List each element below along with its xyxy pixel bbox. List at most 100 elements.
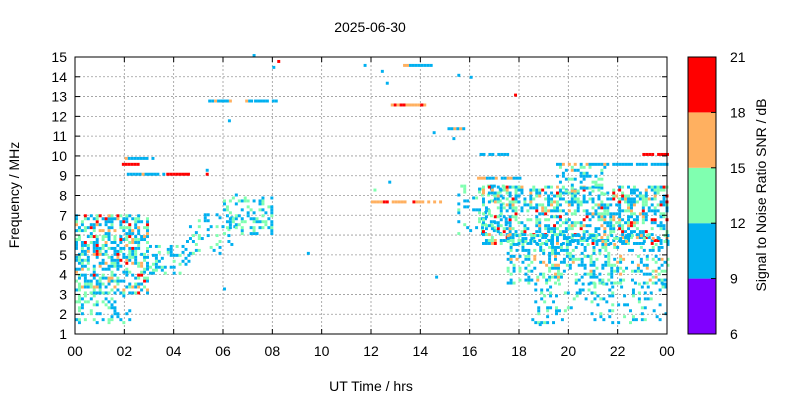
data-cell bbox=[550, 203, 554, 207]
data-cell bbox=[496, 230, 500, 234]
data-cell bbox=[570, 200, 574, 204]
data-cell bbox=[526, 209, 530, 213]
data-cell bbox=[225, 208, 229, 212]
data-cell bbox=[75, 318, 78, 322]
data-cell bbox=[565, 237, 569, 241]
data-cell bbox=[624, 209, 628, 213]
data-cell bbox=[612, 188, 616, 192]
data-cell bbox=[573, 221, 577, 225]
data-cell bbox=[119, 220, 123, 224]
data-cell bbox=[175, 172, 179, 176]
data-cell bbox=[417, 63, 421, 67]
data-cell bbox=[487, 191, 491, 195]
data-cell bbox=[134, 238, 138, 242]
data-cell bbox=[490, 241, 494, 245]
data-cell bbox=[75, 279, 78, 283]
data-cell bbox=[570, 203, 574, 207]
data-cell bbox=[617, 303, 621, 307]
data-cell bbox=[630, 269, 634, 273]
data-cell bbox=[610, 269, 614, 273]
data-cell bbox=[600, 177, 604, 181]
data-cell bbox=[483, 217, 487, 221]
data-cell bbox=[127, 156, 131, 160]
data-cell bbox=[521, 245, 525, 249]
data-cell bbox=[558, 215, 562, 219]
data-cell bbox=[261, 196, 265, 200]
data-cell bbox=[579, 162, 583, 166]
data-cell bbox=[250, 99, 254, 103]
data-cell bbox=[550, 191, 554, 195]
data-cell bbox=[606, 212, 610, 216]
data-cell bbox=[590, 312, 594, 316]
data-cell bbox=[656, 191, 660, 195]
data-cell bbox=[594, 236, 598, 240]
data-cell bbox=[116, 282, 120, 286]
data-cell bbox=[478, 220, 482, 224]
data-cell bbox=[651, 275, 655, 279]
data-cell bbox=[146, 217, 149, 221]
data-cell bbox=[137, 264, 141, 268]
data-cell bbox=[89, 282, 93, 286]
data-cell bbox=[527, 281, 531, 285]
data-cell bbox=[538, 203, 542, 207]
data-cell bbox=[603, 230, 607, 234]
data-cell bbox=[130, 156, 134, 160]
data-cell bbox=[585, 200, 589, 204]
data-cell bbox=[642, 237, 646, 241]
data-cell bbox=[80, 264, 84, 268]
data-cell bbox=[83, 249, 87, 253]
data-cell bbox=[98, 223, 102, 227]
data-cell bbox=[214, 99, 218, 103]
data-cell bbox=[157, 259, 161, 263]
data-cell bbox=[427, 200, 431, 204]
data-cell bbox=[571, 254, 575, 258]
data-cell bbox=[520, 209, 524, 213]
data-cell bbox=[154, 244, 158, 248]
data-cell bbox=[512, 269, 516, 273]
data-cell bbox=[581, 282, 585, 286]
data-cell bbox=[537, 321, 541, 325]
data-cell bbox=[538, 224, 542, 228]
data-cell bbox=[267, 205, 271, 209]
data-cell bbox=[632, 230, 636, 234]
data-cell bbox=[640, 306, 644, 310]
data-cell bbox=[89, 223, 93, 227]
data-cell bbox=[631, 318, 635, 322]
data-cell bbox=[559, 260, 563, 264]
data-cell bbox=[92, 235, 96, 239]
data-cell bbox=[588, 197, 592, 201]
data-cell bbox=[481, 223, 484, 227]
data-cell bbox=[575, 291, 579, 295]
data-cell bbox=[600, 200, 604, 204]
data-cell bbox=[140, 238, 144, 242]
data-cell bbox=[561, 174, 565, 178]
data-cell bbox=[608, 288, 612, 292]
data-cell bbox=[86, 249, 90, 253]
data-cell bbox=[134, 217, 138, 221]
data-cell bbox=[544, 218, 548, 222]
data-cell bbox=[128, 241, 132, 244]
data-cell bbox=[498, 199, 502, 203]
data-cell bbox=[267, 217, 271, 221]
data-cell bbox=[557, 282, 561, 286]
data-cell bbox=[520, 188, 524, 192]
data-cell bbox=[608, 315, 612, 319]
data-cell bbox=[203, 213, 207, 217]
data-cell bbox=[615, 203, 619, 207]
data-cell bbox=[258, 220, 262, 224]
data-cell bbox=[554, 248, 557, 252]
data-cell bbox=[501, 202, 505, 206]
data-cell bbox=[613, 269, 617, 273]
data-cell bbox=[107, 276, 111, 280]
data-cell bbox=[553, 194, 556, 198]
data-cell bbox=[110, 220, 114, 224]
data-cell bbox=[517, 200, 521, 204]
data-cell bbox=[252, 217, 256, 221]
data-cell bbox=[550, 200, 554, 204]
data-cell bbox=[550, 185, 554, 189]
data-cell bbox=[223, 232, 226, 236]
data-cell bbox=[553, 200, 556, 204]
data-cell bbox=[621, 233, 625, 237]
data-cell bbox=[137, 243, 141, 247]
